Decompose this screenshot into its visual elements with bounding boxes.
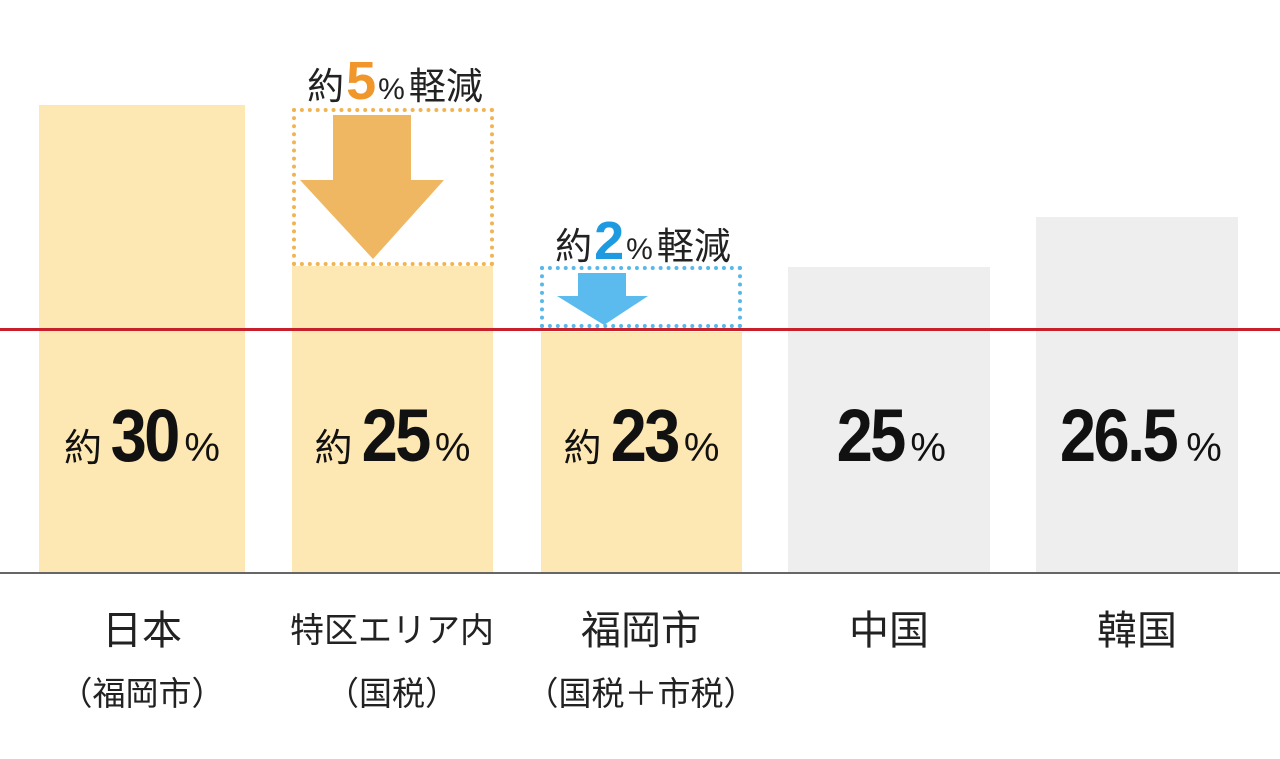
value-number: 23 <box>610 394 680 477</box>
value-prefix: 約 <box>314 426 353 470</box>
value-number: 25 <box>836 394 907 477</box>
x-label-korea: 韓国 <box>1007 600 1267 662</box>
callout-suffix: 軽減 <box>408 65 483 108</box>
x-label-line1: 特区エリア内 <box>290 611 494 651</box>
value-prefix: 約 <box>563 426 602 470</box>
bar-value-fukuoka: 約 23 % <box>541 393 742 477</box>
bar-value-china: 25 % <box>788 393 990 477</box>
callout-label-5pct: 約 5 % 軽減 <box>285 50 505 111</box>
value-percent: % <box>184 426 220 470</box>
x-label-line1: 韓国 <box>1097 608 1177 654</box>
value-number: 26.5 <box>1060 394 1179 477</box>
bar-fukuoka: 約 23 % <box>541 332 742 573</box>
callout-number: 2 <box>594 211 625 271</box>
callout-box-blue <box>540 266 742 328</box>
x-label-line2: （国税＋市税） <box>525 674 757 713</box>
value-percent: % <box>434 426 471 470</box>
bar-tokku: 約 25 % <box>292 266 493 573</box>
callout-number: 5 <box>346 51 377 111</box>
callout-suffix: 軽減 <box>656 225 731 268</box>
bar-value-japan: 約 30 % <box>39 393 245 477</box>
callout-label-2pct: 約 2 % 軽減 <box>533 210 753 271</box>
x-label-china: 中国 <box>759 600 1019 662</box>
value-number: 30 <box>110 394 181 477</box>
value-prefix: 約 <box>64 426 103 470</box>
bar-japan: 約 30 % <box>39 105 245 573</box>
x-label-line2: （国税） <box>326 674 458 713</box>
x-label-tokku: 特区エリア内 （国税） <box>262 600 522 726</box>
callout-box-orange <box>292 108 494 266</box>
value-percent: % <box>910 426 946 470</box>
bar-china: 25 % <box>788 267 990 573</box>
x-axis-baseline <box>0 572 1280 574</box>
value-percent: % <box>683 426 720 470</box>
callout-prefix: 約 <box>555 225 593 268</box>
bar-korea: 26.5 % <box>1036 217 1238 573</box>
bar-value-tokku: 約 25 % <box>292 393 493 477</box>
callout-percent: % <box>626 233 653 266</box>
callout-percent: % <box>378 73 405 106</box>
x-label-fukuoka: 福岡市 （国税＋市税） <box>511 600 771 726</box>
callout-prefix: 約 <box>307 65 345 108</box>
value-number: 25 <box>361 394 431 477</box>
x-label-line1: 日本 <box>102 608 182 654</box>
x-label-line1: 中国 <box>849 608 929 654</box>
x-label-line2: （福岡市） <box>59 674 225 713</box>
bar-value-korea: 26.5 % <box>1036 393 1238 477</box>
x-label-japan: 日本 （福岡市） <box>12 600 272 726</box>
value-percent: % <box>1186 426 1222 470</box>
x-label-line1: 福岡市 <box>581 608 701 654</box>
reference-line <box>0 328 1280 331</box>
